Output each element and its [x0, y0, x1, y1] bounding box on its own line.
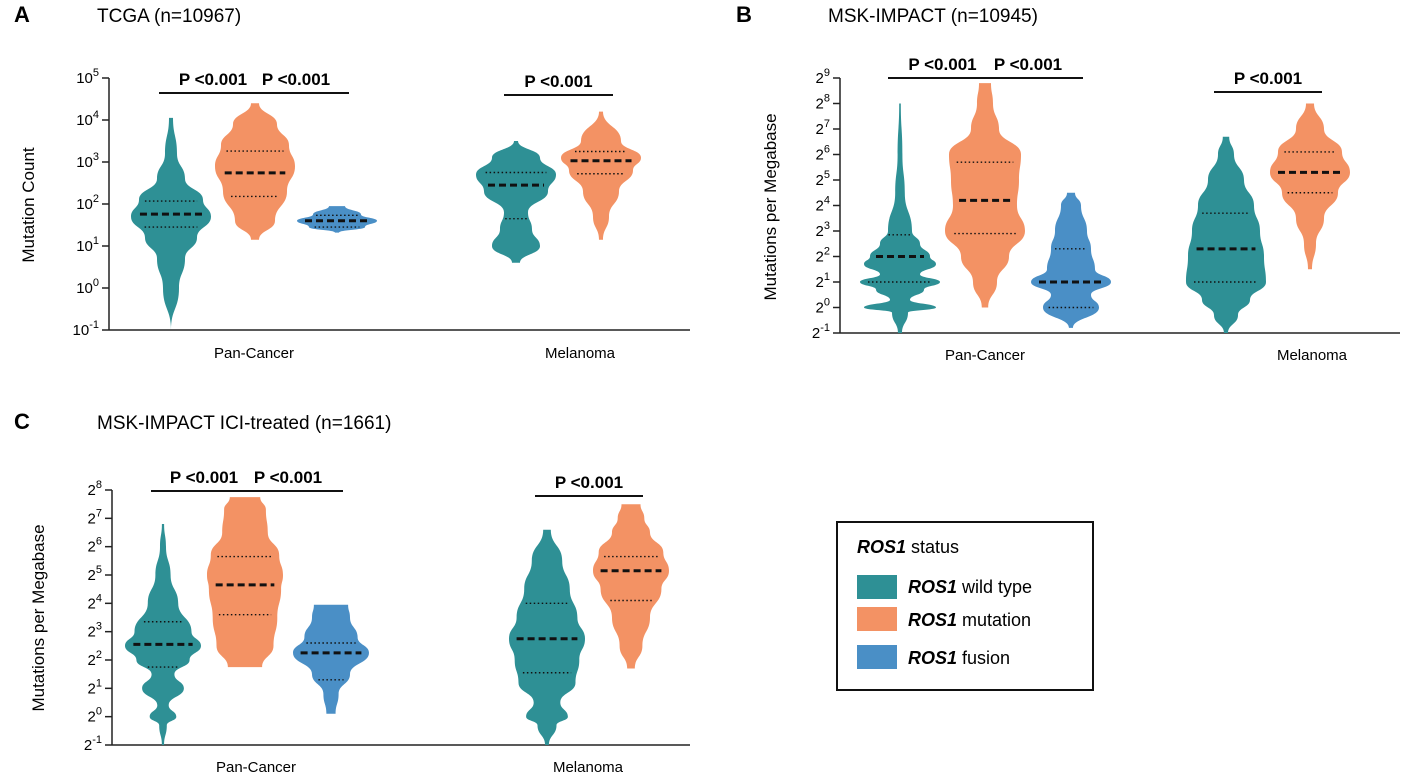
- legend-title: ROS1 status: [857, 537, 959, 557]
- y-axis-label: Mutations per Megabase: [29, 524, 48, 711]
- y-tick-label: 21: [816, 271, 830, 291]
- y-tick-label: 21: [88, 677, 102, 697]
- y-tick-label: 104: [76, 109, 99, 129]
- y-tick-label: 105: [76, 67, 99, 87]
- violin-pan-cancer-0: [860, 103, 940, 333]
- p-value-label: P <0.001: [254, 468, 322, 487]
- panel-letter-b: B: [736, 2, 752, 27]
- p-value-label: P <0.001: [262, 70, 330, 89]
- legend-swatch: [857, 607, 897, 631]
- violin-pan-cancer-1: [207, 497, 283, 668]
- legend-entry: ROS1 mutation: [908, 610, 1031, 630]
- y-tick-label: 28: [88, 479, 102, 499]
- p-value-brackets: P <0.001 P <0.001 P <0.001: [151, 468, 643, 497]
- violin-melanoma-3: [476, 141, 556, 263]
- y-tick-label: 20: [88, 706, 102, 726]
- x-category-label: Melanoma: [553, 759, 624, 776]
- panel-letter-c: C: [14, 409, 30, 434]
- violin-pan-cancer-2: [297, 206, 377, 233]
- x-category-label: Melanoma: [1277, 347, 1348, 364]
- legend: ROS1 status ROS1 wild type ROS1 mutation…: [836, 521, 1094, 691]
- x-category-label: Melanoma: [545, 345, 616, 362]
- violin-melanoma-3: [1186, 136, 1266, 333]
- violin-pan-cancer-2: [1031, 192, 1111, 328]
- panel-letter-a: A: [14, 2, 30, 27]
- legend-entry: ROS1 wild type: [908, 577, 1032, 597]
- y-tick-label: 100: [76, 277, 99, 297]
- y-tick-label: 103: [76, 151, 99, 171]
- y-tick-label: 24: [88, 592, 102, 612]
- y-tick-label: 2-1: [84, 734, 102, 754]
- violins: [131, 103, 641, 331]
- violins: [125, 497, 669, 745]
- panel-c: C MSK-IMPACT ICI-treated (n=1661) Mutati…: [14, 409, 690, 776]
- legend-swatch: [857, 645, 897, 669]
- y-tick-label: 102: [76, 193, 99, 213]
- violins: [860, 83, 1350, 333]
- y-tick-label: 20: [816, 297, 830, 317]
- y-tick-label: 26: [88, 536, 102, 556]
- violin-pan-cancer-0: [131, 117, 211, 331]
- p-value-label: P <0.001: [524, 72, 592, 91]
- violin-melanoma-4: [593, 504, 669, 669]
- y-tick-label: 10-1: [73, 319, 99, 339]
- legend-swatch: [857, 575, 897, 599]
- p-value-brackets: P <0.001 P <0.001 P <0.001: [888, 55, 1322, 93]
- x-category-label: Pan-Cancer: [945, 347, 1025, 364]
- y-tick-label: 27: [816, 118, 830, 138]
- y-ticks: 28 27 26 25 24 23 22 21 20 2-1: [84, 479, 112, 754]
- violin-pan-cancer-1: [945, 83, 1025, 308]
- violin-melanoma-4: [561, 111, 641, 240]
- y-tick-label: 28: [816, 93, 830, 113]
- y-tick-label: 101: [76, 235, 99, 255]
- y-tick-label: 22: [816, 246, 830, 266]
- violin-pan-cancer-1: [215, 103, 295, 240]
- panel-a: A TCGA (n=10967) Mutation Count 10510410…: [14, 2, 690, 362]
- y-tick-label: 22: [88, 649, 102, 669]
- y-tick-label: 26: [816, 144, 830, 164]
- violin-pan-cancer-0: [125, 524, 201, 745]
- y-tick-label: 25: [816, 169, 830, 189]
- y-ticks: 29 28 27 26 25 24 23 22 21 20 2-1: [812, 67, 840, 342]
- violin-melanoma-3: [509, 529, 585, 745]
- panel-title: MSK-IMPACT ICI-treated (n=1661): [97, 413, 391, 434]
- x-category-label: Pan-Cancer: [216, 759, 296, 776]
- y-tick-label: 2-1: [812, 322, 830, 342]
- y-tick-label: 29: [816, 67, 830, 87]
- violin-melanoma-4: [1270, 103, 1350, 270]
- panel-title: MSK-IMPACT (n=10945): [828, 6, 1038, 27]
- y-axis-label: Mutation Count: [19, 147, 38, 263]
- violin-pan-cancer-2: [293, 604, 369, 714]
- y-ticks: 105 104 103 102 101 100 10-1: [73, 67, 109, 339]
- y-tick-label: 27: [88, 507, 102, 527]
- panel-title: TCGA (n=10967): [97, 6, 241, 27]
- y-tick-label: 23: [88, 621, 102, 641]
- legend-entry: ROS1 fusion: [908, 648, 1010, 668]
- p-value-label: P <0.001: [908, 55, 976, 74]
- p-value-label: P <0.001: [555, 473, 623, 492]
- y-tick-label: 23: [816, 220, 830, 240]
- y-tick-label: 25: [88, 564, 102, 584]
- p-value-label: P <0.001: [1234, 69, 1302, 88]
- x-category-label: Pan-Cancer: [214, 345, 294, 362]
- p-value-label: P <0.001: [170, 468, 238, 487]
- p-value-brackets: P <0.001 P <0.001 P <0.001: [159, 70, 613, 96]
- y-tick-label: 24: [816, 195, 830, 215]
- y-axis-label: Mutations per Megabase: [761, 113, 780, 300]
- panel-b: B MSK-IMPACT (n=10945) Mutations per Meg…: [736, 2, 1400, 364]
- p-value-label: P <0.001: [994, 55, 1062, 74]
- p-value-label: P <0.001: [179, 70, 247, 89]
